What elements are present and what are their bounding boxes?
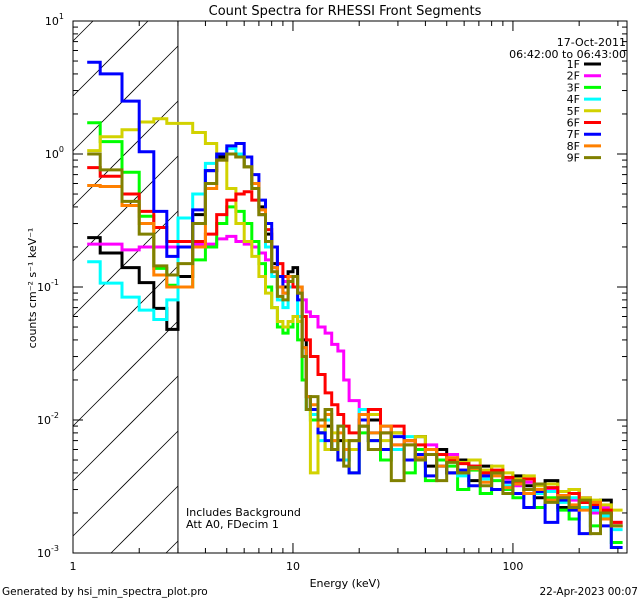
hatch-line bbox=[72, 320, 179, 427]
series-line-8F bbox=[87, 152, 623, 528]
y-tick-label: 10-1 bbox=[37, 278, 59, 294]
legend-label-5F: 5F bbox=[567, 105, 580, 118]
hatch-line bbox=[72, 430, 179, 537]
chart-title: Count Spectra for RHESSI Front Segments bbox=[209, 4, 482, 19]
x-tick-label: 1 bbox=[70, 560, 77, 573]
y-axis-label: counts cm⁻² s⁻¹ keV⁻¹ bbox=[26, 228, 39, 349]
series-line-9F bbox=[87, 152, 623, 536]
axis-ticks bbox=[72, 20, 627, 554]
legend-label-6F: 6F bbox=[567, 117, 580, 130]
series-layer bbox=[87, 60, 623, 549]
y-tick-label: 101 bbox=[45, 12, 64, 28]
legend-label-8F: 8F bbox=[567, 140, 580, 153]
legend-label-4F: 4F bbox=[567, 93, 580, 106]
footer-generated-by: Generated by hsi_min_spectra_plot.pro bbox=[2, 586, 208, 598]
annotation-background: Includes Background bbox=[186, 506, 301, 519]
footer-timestamp: 22-Apr-2023 00:07 bbox=[539, 586, 638, 598]
x-tick-label: 10 bbox=[286, 560, 300, 573]
hatch-line bbox=[72, 265, 179, 372]
x-tick-label: 100 bbox=[502, 560, 523, 573]
tick-labels: 1 10 100 10-3 10-2 10-1 100 101 bbox=[37, 12, 523, 573]
hatch-line bbox=[72, 20, 94, 42]
x-axis-label: Energy (keV) bbox=[310, 577, 381, 590]
y-tick-label: 10-3 bbox=[37, 544, 59, 560]
hatch-line bbox=[72, 45, 179, 152]
hatch-line bbox=[72, 375, 179, 482]
time-range-label: 06:42:00 to 06:43:00 bbox=[509, 48, 626, 61]
hatched-region bbox=[72, 20, 179, 554]
y-tick-label: 10-2 bbox=[37, 411, 59, 427]
date-label: 17-Oct-2011 bbox=[557, 36, 626, 49]
legend-label-3F: 3F bbox=[567, 81, 580, 94]
annotation-attenuator: Att A0, FDecim 1 bbox=[186, 518, 279, 531]
series-line-3F bbox=[87, 121, 623, 544]
legend-label-2F: 2F bbox=[567, 70, 580, 83]
legend-label-7F: 7F bbox=[567, 128, 580, 141]
hatch-line bbox=[110, 485, 179, 554]
hatch-line bbox=[72, 20, 149, 97]
hatch-line bbox=[165, 540, 179, 554]
y-tick-label: 100 bbox=[45, 145, 64, 161]
legend-label-1F: 1F bbox=[567, 58, 580, 71]
series-line-1F bbox=[87, 152, 623, 528]
legend-label-9F: 9F bbox=[567, 152, 580, 165]
